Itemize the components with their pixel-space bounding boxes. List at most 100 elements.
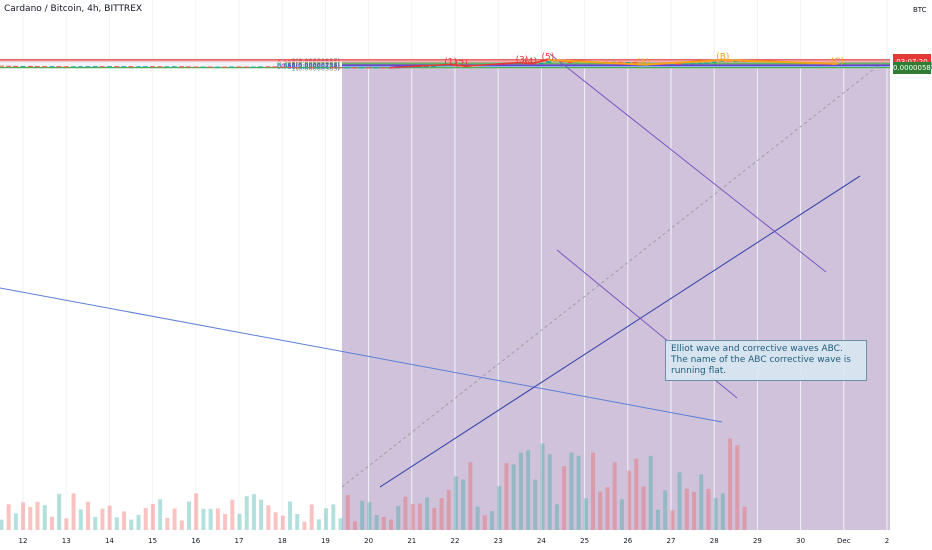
candle-body [265, 66, 271, 68]
volume-bar [605, 487, 610, 530]
candle-body [128, 66, 134, 68]
fib-label: 0.236(0.00000892) [277, 59, 340, 67]
candle-body [150, 66, 156, 68]
fib-zones [342, 60, 890, 530]
volume-bar [706, 488, 711, 530]
wave-label: (B) [716, 53, 729, 63]
volume-bar [295, 513, 300, 530]
candle-body [423, 66, 429, 68]
candle-body [222, 66, 228, 68]
candle-body [675, 63, 681, 65]
volume-bar [663, 490, 668, 530]
down-trend-line [0, 287, 723, 423]
analysis-note[interactable]: Elliot wave and corrective waves ABC. Th… [665, 340, 867, 381]
volume-bar [244, 496, 249, 530]
volume-bar [497, 486, 502, 530]
up-trend-line [379, 175, 861, 488]
volume-bar [78, 509, 83, 530]
candle-body [322, 67, 328, 69]
candle-body [617, 61, 624, 63]
volume-bar [172, 508, 177, 530]
wave-lines [390, 58, 838, 69]
candle-body [178, 66, 185, 68]
fib-label: 1(0.00000583) [292, 65, 341, 73]
volume-bar [331, 504, 336, 530]
wave-label: (1) [444, 57, 457, 67]
volume-bar [677, 472, 682, 530]
time-axis-bg [0, 530, 932, 550]
candle-body [157, 66, 163, 68]
volume-bar [381, 516, 386, 530]
volume-bar [280, 515, 285, 530]
wave-label: (C) [831, 57, 844, 67]
candle-body [538, 62, 544, 64]
impulse-wave-line [390, 59, 549, 69]
volume-bar [13, 513, 18, 530]
volume-bar [42, 505, 47, 530]
volume-bar [576, 455, 581, 530]
volume-bar [540, 443, 545, 530]
volume-bar [273, 512, 278, 530]
volume-bar [345, 495, 350, 530]
volume-bar [223, 514, 228, 530]
wave-label: (3) [516, 55, 529, 65]
volume-bar [187, 501, 192, 530]
volume-bar [107, 505, 112, 530]
candle-body [733, 60, 739, 62]
candle-body [438, 65, 444, 67]
time-tick: 30 [796, 537, 805, 545]
wave-label: (2) [455, 60, 468, 70]
candle-body [416, 66, 422, 68]
volume-bar [179, 520, 184, 530]
volume-bar [158, 499, 163, 530]
volume-bar [122, 511, 127, 530]
candle-body [351, 67, 357, 69]
candle-body [272, 66, 278, 68]
volume-bar [143, 507, 148, 530]
volume-bar [720, 493, 725, 530]
wave-labels: (1)(2) (3)(4) (5) (A) (B) (C) [444, 53, 844, 70]
fib-label: 0.618(0.00000737) [277, 62, 340, 70]
volume-bar [735, 445, 740, 530]
volume-bar [453, 476, 458, 530]
volume-bar [114, 517, 119, 530]
volume-bar [302, 521, 307, 530]
candle-body [85, 66, 91, 68]
fib-label: 0.382(0.00000833) [277, 60, 340, 68]
candle-body [56, 66, 62, 68]
volume-bar [692, 491, 697, 530]
candle-body [229, 66, 235, 68]
candle-body [135, 66, 141, 68]
volume-bar [598, 491, 603, 530]
volume-bar [309, 504, 314, 530]
volume-bar [554, 504, 559, 530]
candle-body [704, 62, 710, 64]
time-tick: 14 [105, 537, 114, 545]
candle-body [366, 67, 372, 69]
candle-body [546, 61, 552, 63]
volume-bar [28, 507, 33, 530]
volume-bar [713, 497, 718, 530]
candle-body [690, 63, 696, 65]
volume-bar [316, 519, 321, 530]
volume-bar [374, 515, 379, 530]
price-axis-bg [890, 0, 932, 550]
time-tick: 27 [667, 537, 676, 545]
time-tick: 13 [62, 537, 71, 545]
fib-label: 0.65(0.00000724) [281, 62, 340, 70]
candle-body [682, 63, 688, 65]
candle-body [70, 66, 77, 68]
time-tick: 26 [623, 537, 632, 545]
candle-body [250, 66, 256, 68]
volume-bar [35, 501, 40, 530]
candle-body [445, 65, 451, 67]
volume-bar [324, 508, 329, 530]
volume-bar [237, 513, 242, 530]
candle-body [301, 67, 307, 69]
time-tick: 12 [19, 537, 28, 545]
volume-bar [648, 455, 653, 530]
volume-bar [583, 498, 588, 530]
time-tick: 16 [191, 537, 200, 545]
volume-bar [367, 502, 372, 530]
